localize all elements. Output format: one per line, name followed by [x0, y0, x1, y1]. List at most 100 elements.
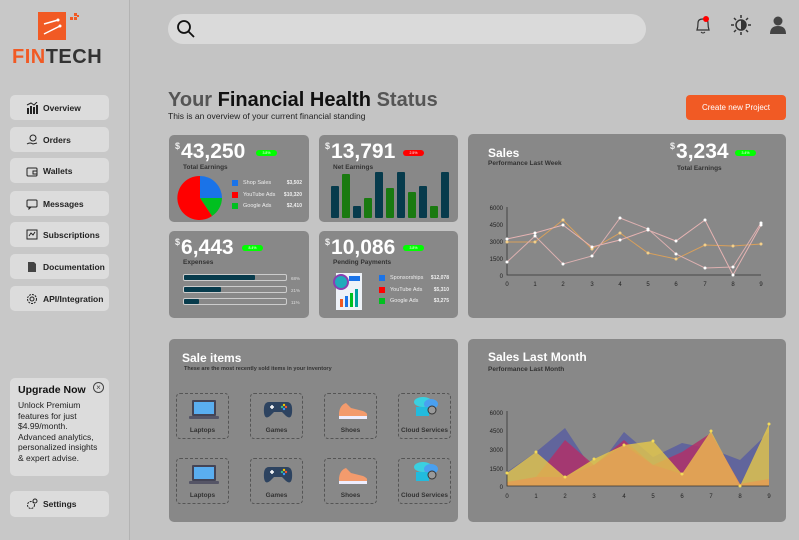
- notification-bell-icon[interactable]: [692, 14, 714, 36]
- legend-item: Google Ads $3,275: [379, 298, 449, 304]
- theme-toggle-icon[interactable]: [730, 14, 752, 36]
- page-title: Your Financial Health Status: [168, 89, 438, 111]
- svg-text:7: 7: [703, 282, 707, 288]
- expense-percent: 21%: [291, 288, 301, 293]
- svg-text:8: 8: [731, 282, 735, 288]
- svg-text:4500: 4500: [490, 223, 504, 229]
- legend-item: YouTube Ads $10,320: [232, 192, 302, 198]
- laptop-icon: [189, 400, 219, 419]
- sales-total-label: Total Earnings: [677, 165, 722, 172]
- sale-items-card: Sale items These are the most recently s…: [169, 339, 458, 522]
- sidebar-item-label: Documentation: [43, 261, 105, 272]
- sales-month-subtitle: Performance Last Month: [488, 366, 565, 373]
- sale-item-laptops[interactable]: Laptops: [176, 458, 229, 504]
- svg-text:2: 2: [563, 494, 567, 500]
- logo-mark-icon: [38, 12, 66, 40]
- svg-text:3: 3: [592, 494, 596, 500]
- legend-item: Sponsorships $12,078: [379, 275, 449, 281]
- legend-item: Shop Sales $3,502: [232, 180, 302, 186]
- growth-badge: 3.4%: [735, 150, 756, 156]
- sidebar-item-messages[interactable]: Messages: [10, 191, 109, 216]
- svg-text:0: 0: [500, 274, 504, 280]
- sidebar-item-orders[interactable]: Orders: [10, 127, 109, 152]
- sidebar-item-documentation[interactable]: Documentation: [10, 254, 109, 279]
- expenses-value: $6,443: [175, 236, 234, 259]
- total-earnings-card: $43,250 3.8% Total Earnings Shop Sales $3…: [169, 135, 309, 222]
- sales-card: Sales Performance Last Week $3,234 3.4% …: [468, 134, 786, 318]
- sales-last-month-card: Sales Last Month Performance Last Month …: [468, 339, 786, 522]
- api-gear-icon: [27, 293, 37, 304]
- svg-text:0: 0: [500, 485, 504, 491]
- pending-payments-card: $10,086 3.8% Pending Payments Sponsorshi…: [319, 231, 458, 318]
- sidebar-item-label: Orders: [43, 134, 71, 145]
- sales-total-value: $3,234: [670, 140, 729, 163]
- sale-item-games[interactable]: Games: [250, 393, 303, 439]
- svg-text:3000: 3000: [490, 448, 504, 454]
- pending-value: $10,086: [325, 236, 396, 259]
- svg-text:0: 0: [505, 494, 509, 500]
- svg-text:7: 7: [709, 494, 713, 500]
- sale-item-laptops[interactable]: Laptops: [176, 393, 229, 439]
- wallet-icon: [26, 167, 38, 176]
- svg-text:3000: 3000: [490, 240, 504, 246]
- expenses-card: $6,443 8.4% Expenses 68% 21% 11%: [169, 231, 309, 318]
- svg-text:0: 0: [505, 282, 509, 288]
- page-subtitle: This is an overview of your current fina…: [168, 111, 366, 121]
- expense-percent: 68%: [291, 276, 301, 281]
- sale-items-title: Sale items: [182, 351, 242, 365]
- chart-icon: [26, 101, 38, 114]
- svg-text:5: 5: [651, 494, 655, 500]
- svg-text:9: 9: [759, 282, 763, 288]
- net-earnings-value: $13,791: [325, 140, 396, 163]
- logo[interactable]: FINTECH: [10, 10, 120, 70]
- report-illustration-icon: [333, 273, 362, 310]
- net-earnings-card: $13,791 2.5% Net Earnings: [319, 135, 458, 222]
- logo-dots-icon: [68, 12, 80, 24]
- hand-coins-icon: [26, 134, 38, 145]
- sales-title: Sales: [488, 146, 520, 160]
- svg-text:8: 8: [738, 494, 742, 500]
- sidebar-item-label: Wallets: [43, 165, 73, 176]
- sale-item-shoes[interactable]: Shoes: [324, 393, 377, 439]
- sidebar-item-label: Messages: [43, 198, 84, 209]
- upgrade-panel: Upgrade Now × Unlock Premium features fo…: [10, 378, 109, 476]
- sidebar-item-overview[interactable]: Overview: [10, 95, 109, 120]
- svg-text:5: 5: [646, 282, 650, 288]
- shoe-icon: [339, 403, 368, 419]
- sales-line-chart: 6000 4500 3000 1500 0 0 1 2 3 4 5 6 7 8 9: [490, 206, 764, 288]
- svg-text:3: 3: [590, 282, 594, 288]
- legend-item: Google Ads $2,410: [232, 203, 302, 209]
- sidebar-item-api-integration[interactable]: API/Integration: [10, 286, 109, 311]
- search-icon: [177, 20, 195, 38]
- svg-text:6: 6: [680, 494, 684, 500]
- expense-progress-bar: [183, 298, 287, 305]
- svg-text:1500: 1500: [490, 257, 504, 263]
- decline-badge: 2.5%: [403, 150, 424, 156]
- sale-item-shoes[interactable]: Shoes: [324, 458, 377, 504]
- sale-item-cloud-services[interactable]: Cloud Services: [398, 458, 451, 504]
- sidebar-item-label: Overview: [43, 102, 81, 113]
- subscription-icon: [26, 229, 38, 239]
- sidebar: FINTECH Overview Orders Wallets Messages…: [0, 0, 130, 540]
- svg-text:4: 4: [618, 282, 622, 288]
- logo-text: FINTECH: [12, 46, 103, 68]
- upgrade-text: Unlock Premium features for just $4.99/m…: [18, 400, 98, 463]
- user-profile-icon[interactable]: [767, 14, 789, 36]
- sale-item-games[interactable]: Games: [250, 458, 303, 504]
- svg-text:6000: 6000: [490, 411, 504, 417]
- svg-text:4500: 4500: [490, 429, 504, 435]
- svg-text:2: 2: [561, 282, 565, 288]
- settings-button[interactable]: Settings: [10, 491, 109, 517]
- laptop-icon: [189, 465, 219, 484]
- sale-item-cloud-services[interactable]: Cloud Services: [398, 393, 451, 439]
- svg-text:4: 4: [622, 494, 626, 500]
- sidebar-item-wallets[interactable]: Wallets: [10, 158, 109, 183]
- svg-text:6000: 6000: [490, 206, 504, 212]
- sidebar-item-subscriptions[interactable]: Subscriptions: [10, 222, 109, 247]
- sale-items-subtitle: These are the most recently sold items i…: [184, 366, 332, 372]
- create-project-button[interactable]: Create new Project: [686, 95, 786, 120]
- gear-icon: [27, 498, 38, 509]
- sales-area-chart: 6000 4500 3000 1500 0 0 1 2 3 4 5 6 7 8 9: [490, 411, 771, 500]
- search-input[interactable]: [168, 14, 646, 44]
- close-icon[interactable]: ×: [93, 382, 104, 393]
